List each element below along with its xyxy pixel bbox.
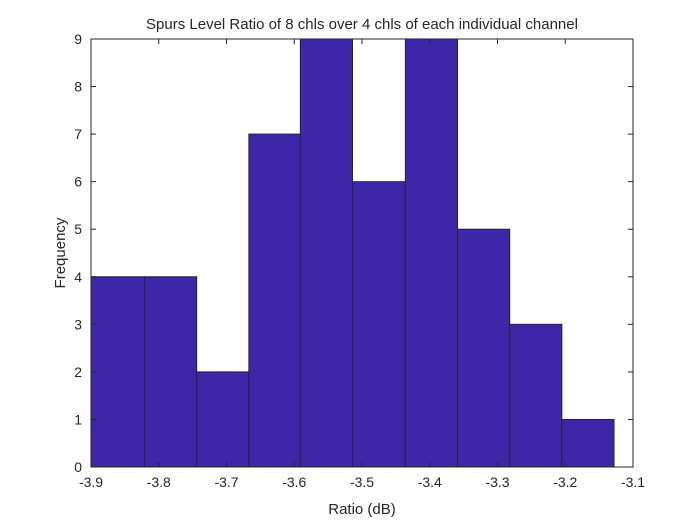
chart-title: Spurs Level Ratio of 8 chls over 4 chls … [146, 16, 578, 33]
x-tick-label: -3.4 [418, 474, 442, 490]
x-tick-label: -3.6 [282, 474, 306, 490]
x-tick-label: -3.5 [350, 474, 374, 490]
histogram-bar [457, 228, 511, 468]
x-tick-label: -3.1 [621, 474, 645, 490]
y-tick-label: 2 [74, 364, 82, 380]
y-tick-label: 7 [74, 126, 82, 142]
y-tick-label: 0 [74, 459, 82, 475]
x-tick-label: -3.3 [485, 474, 509, 490]
y-tick-labels: 0 1 2 3 4 5 6 7 8 9 [74, 31, 82, 475]
x-tick-label: -3.7 [214, 474, 238, 490]
histogram-bar [561, 418, 615, 468]
histogram-bar [404, 38, 459, 468]
y-tick-label: 6 [74, 174, 82, 190]
y-tick-label: 8 [74, 79, 82, 95]
ticks-group [90, 38, 634, 468]
histogram-bar [352, 181, 406, 468]
histogram-bar [90, 276, 146, 468]
x-axis-label: Ratio (dB) [328, 501, 396, 518]
histogram-bar [144, 276, 198, 468]
x-tick-label: -3.9 [79, 474, 103, 490]
histogram-bar [196, 371, 250, 468]
bars-group [90, 38, 615, 468]
x-tick-label: -3.8 [147, 474, 171, 490]
y-tick-label: 4 [74, 269, 82, 285]
histogram-bar [509, 323, 563, 468]
y-tick-label: 3 [74, 316, 82, 332]
histogram-bar [248, 133, 301, 468]
x-tick-labels: -3.9 -3.8 -3.7 -3.6 -3.5 -3.4 -3.3 -3.2 -3.1 [79, 474, 645, 490]
y-tick-label: 5 [74, 221, 82, 237]
y-tick-label: 1 [74, 411, 82, 427]
y-axis-label: Frequency [52, 217, 69, 288]
y-tick-label: 9 [74, 31, 82, 47]
x-tick-label: -3.2 [553, 474, 577, 490]
histogram-bar [299, 38, 354, 468]
